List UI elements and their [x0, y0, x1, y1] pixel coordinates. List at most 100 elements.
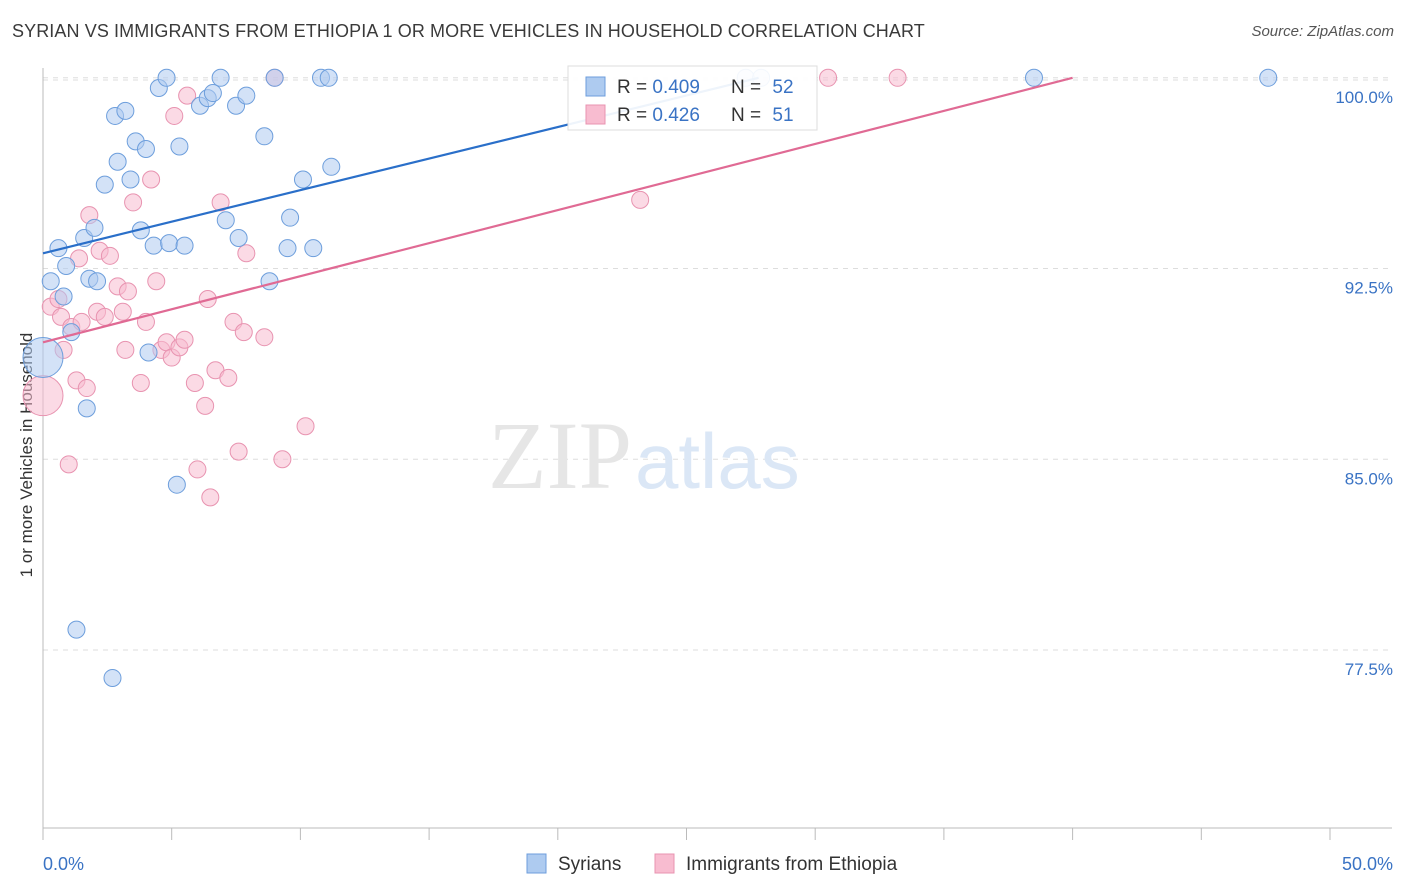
ethiopia-point: [116, 340, 135, 359]
syrian-point: [278, 239, 297, 258]
y-tick-label: 85.0%: [1345, 469, 1393, 488]
n-label: N =: [731, 77, 766, 98]
syrian-point: [54, 287, 73, 306]
ethiopia-point: [118, 282, 137, 301]
syrian-point: [319, 68, 338, 87]
syrian-point: [175, 236, 194, 255]
ethiopia-point: [95, 307, 114, 326]
ethiopia-point: [188, 460, 207, 479]
syrian-point: [167, 475, 186, 494]
syrian-point: [85, 218, 104, 237]
syrian-point: [121, 170, 140, 189]
ethiopia-point: [165, 106, 184, 125]
ethiopia-point: [100, 246, 119, 265]
r-value: 0.426: [652, 105, 700, 126]
ethiopia-point: [237, 244, 256, 263]
stats-row: R = 0.426: [617, 105, 700, 126]
ethiopia-point: [142, 170, 161, 189]
syrian-point: [95, 175, 114, 194]
stats-row-n: N = 51: [731, 105, 794, 126]
legend-ethiopia-swatch: [654, 853, 675, 874]
ethiopia-point: [178, 86, 197, 105]
syrian-point: [255, 127, 274, 146]
y-tick-label: 100.0%: [1335, 88, 1393, 107]
syrian-point: [157, 68, 176, 87]
syrian-point: [108, 152, 127, 171]
syrian-point: [1259, 68, 1278, 87]
syrian-point: [170, 137, 189, 156]
syrian-point: [136, 140, 155, 159]
ethiopia-swatch: [585, 104, 606, 125]
ethiopia-point: [201, 488, 220, 507]
ethiopia-point: [131, 373, 150, 392]
source-credit: Source: ZipAtlas.com: [1251, 23, 1394, 40]
ethiopia-point: [147, 272, 166, 291]
watermark-zip: ZIP: [488, 402, 632, 509]
y-tick-label: 92.5%: [1345, 279, 1393, 298]
chart-title: SYRIAN VS IMMIGRANTS FROM ETHIOPIA 1 OR …: [12, 21, 925, 41]
syrians-swatch: [585, 76, 606, 97]
ethiopia-point: [211, 193, 230, 212]
stats-row: R = 0.409: [617, 77, 700, 98]
syrian-point: [22, 337, 64, 379]
x-tick-label: 50.0%: [1342, 854, 1393, 874]
bottom-legend: Syrians Immigrants from Ethiopia: [526, 853, 898, 875]
syrian-point: [139, 343, 158, 362]
syrian-point: [1024, 68, 1043, 87]
syrian-point: [160, 234, 179, 253]
syrian-point: [216, 211, 235, 230]
syrian-point: [144, 236, 163, 255]
syrian-point: [116, 101, 135, 120]
watermark: ZIP atlas: [488, 402, 800, 509]
syrian-point: [203, 84, 222, 103]
ethiopia-point: [196, 396, 215, 415]
syrian-point: [62, 323, 81, 342]
syrian-point: [281, 208, 300, 227]
n-label: N =: [731, 105, 766, 126]
r-value: 0.409: [652, 77, 700, 98]
syrian-point: [265, 68, 284, 87]
syrian-point: [237, 86, 256, 105]
ethiopia-point: [113, 302, 132, 321]
syrian-point: [293, 170, 312, 189]
syrian-point: [103, 668, 122, 687]
ethiopia-point: [631, 190, 650, 209]
ethiopia-point: [175, 330, 194, 349]
r-label: R =: [617, 77, 652, 98]
stats-legend: R = 0.409 N = 52 R = 0.426 N = 51: [567, 65, 818, 131]
syrian-point: [88, 272, 107, 291]
syrian-point: [57, 256, 76, 275]
ethiopia-point: [185, 373, 204, 392]
syrian-point: [67, 620, 86, 639]
ethiopia-point: [273, 450, 292, 469]
ethiopia-point: [124, 193, 143, 212]
stats-row-n: N = 52: [731, 77, 794, 98]
ethiopia-point: [219, 368, 238, 387]
n-value: 51: [772, 105, 793, 126]
syrian-point: [229, 229, 248, 248]
n-value: 52: [772, 77, 793, 98]
legend-syrians-swatch: [526, 853, 547, 874]
x-tick-label: 0.0%: [43, 854, 84, 874]
syrian-point: [260, 272, 279, 291]
y-tick-label: 77.5%: [1345, 660, 1393, 679]
ethiopia-point: [255, 328, 274, 347]
ethiopia-trend-line: [42, 76, 1073, 344]
axes: 100.0% 92.5% 85.0% 77.5% 0.0% 50.0%: [42, 68, 1393, 874]
ethiopia-point: [888, 68, 907, 87]
syrian-point: [304, 239, 323, 258]
syrian-point: [322, 157, 341, 176]
syrian-point: [41, 272, 60, 291]
syrian-point: [211, 68, 230, 87]
r-label: R =: [617, 105, 652, 126]
ethiopia-point: [77, 379, 96, 398]
ethiopia-point: [819, 68, 838, 87]
legend-syrians-label: Syrians: [558, 854, 621, 875]
ethiopia-point: [22, 375, 64, 417]
ethiopia-point: [59, 455, 78, 474]
trend-lines: [42, 76, 1073, 344]
watermark-atlas: atlas: [635, 417, 800, 505]
gridlines: [43, 77, 1392, 651]
stats-legend-box: [567, 65, 818, 131]
